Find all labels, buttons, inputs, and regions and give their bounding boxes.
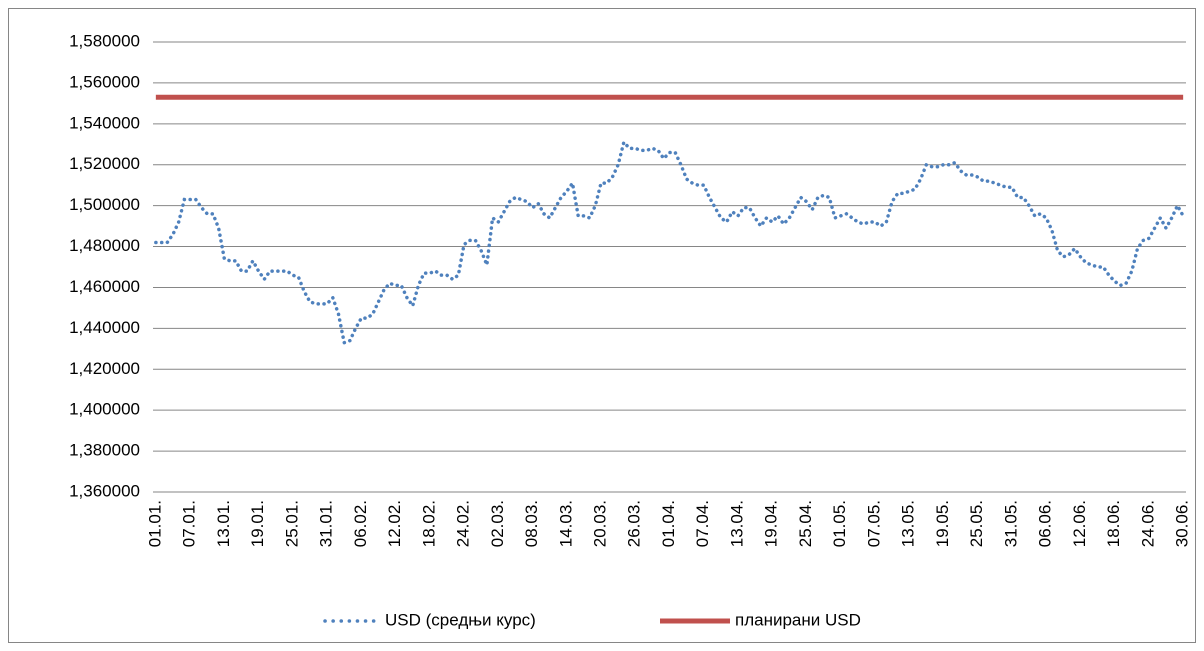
x-tick-label: 20.03.	[590, 500, 609, 547]
y-tick-label: 1,560000	[69, 72, 140, 91]
x-tick-label: 24.02.	[454, 500, 473, 547]
x-tick-label: 06.06.	[1036, 500, 1055, 547]
x-tick-label: 01.04.	[659, 500, 678, 547]
legend-label: планирани USD	[735, 610, 861, 629]
x-tick-label: 06.02.	[351, 500, 370, 547]
x-tick-label: 13.05.	[899, 500, 918, 547]
x-tick-label: 25.04.	[796, 500, 815, 547]
x-tick-label: 01.01.	[145, 500, 164, 547]
series-line	[154, 138, 1185, 346]
x-tick-label: 26.03.	[625, 500, 644, 547]
y-tick-label: 1,440000	[69, 318, 140, 337]
x-tick-label: 01.05.	[830, 500, 849, 547]
x-tick-label: 13.01.	[214, 500, 233, 547]
x-tick-label: 19.05.	[933, 500, 952, 547]
x-tick-label: 14.03.	[556, 500, 575, 547]
legend-label: USD (средњи курс)	[385, 610, 536, 629]
x-tick-label: 13.04.	[727, 500, 746, 547]
y-tick-label: 1,380000	[69, 441, 140, 460]
x-tick-label: 31.01.	[317, 500, 336, 547]
x-tick-label: 12.02.	[385, 500, 404, 547]
x-tick-label: 02.03.	[488, 500, 507, 547]
x-tick-label: 30.06.	[1173, 500, 1192, 547]
x-tick-label: 08.03.	[522, 500, 541, 547]
y-tick-label: 1,580000	[69, 31, 140, 50]
x-tick-label: 24.06.	[1138, 500, 1157, 547]
x-tick-label: 18.06.	[1104, 500, 1123, 547]
y-tick-label: 1,540000	[69, 113, 140, 132]
x-tick-label: 31.05.	[1001, 500, 1020, 547]
y-tick-label: 1,400000	[69, 400, 140, 419]
y-tick-label: 1,520000	[69, 154, 140, 173]
x-tick-label: 07.04.	[693, 500, 712, 547]
chart-frame	[8, 8, 1196, 643]
x-tick-label: 18.02.	[419, 500, 438, 547]
x-tick-label: 25.05.	[967, 500, 986, 547]
x-tick-label: 07.05.	[864, 500, 883, 547]
y-tick-label: 1,480000	[69, 236, 140, 255]
x-tick-label: 25.01.	[282, 500, 301, 547]
x-tick-label: 12.06.	[1070, 500, 1089, 547]
x-tick-label: 19.01.	[248, 500, 267, 547]
y-tick-label: 1,500000	[69, 195, 140, 214]
y-tick-label: 1,460000	[69, 277, 140, 296]
y-tick-label: 1,360000	[69, 481, 140, 500]
y-tick-label: 1,420000	[69, 359, 140, 378]
x-tick-label: 07.01.	[180, 500, 199, 547]
x-tick-label: 19.04.	[762, 500, 781, 547]
